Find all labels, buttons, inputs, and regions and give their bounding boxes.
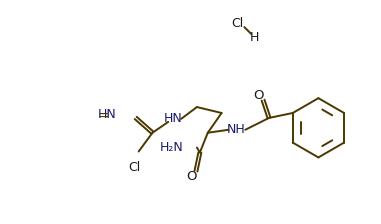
Text: O: O — [253, 89, 263, 102]
Text: Cl: Cl — [128, 161, 141, 174]
Text: H: H — [250, 31, 259, 44]
Text: HN: HN — [98, 108, 117, 121]
Text: Cl: Cl — [231, 17, 243, 30]
Text: =: = — [97, 110, 109, 124]
Text: H₂N: H₂N — [159, 141, 183, 154]
Text: NH: NH — [227, 123, 246, 136]
Text: O: O — [187, 170, 197, 183]
Text: HN: HN — [164, 112, 182, 125]
